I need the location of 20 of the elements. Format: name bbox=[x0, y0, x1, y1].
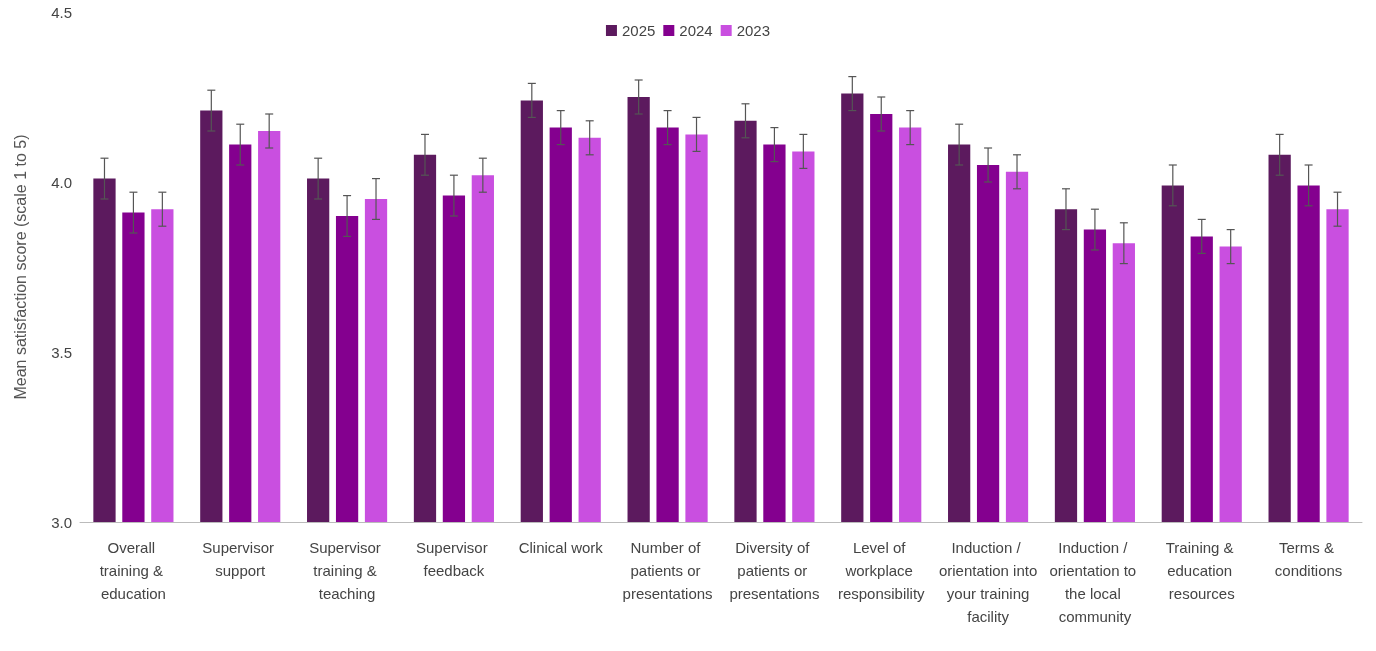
x-tick-label: Supervisor support bbox=[202, 539, 279, 579]
x-tick-label: Training & education resources bbox=[1165, 539, 1238, 602]
x-tick-label: Induction / orientation into your training facility bbox=[938, 539, 1038, 625]
legend-label: 2024 bbox=[679, 22, 713, 39]
legend-label: 2023 bbox=[736, 22, 771, 39]
y-tick-label: 4.0 bbox=[51, 173, 72, 191]
x-tick-label: Diversity of patients or presentations bbox=[729, 539, 820, 602]
x-tick-label: Induction / orientation to the local community bbox=[1049, 539, 1141, 625]
x-tick-label: Supervisor training & teaching bbox=[309, 539, 386, 602]
x-tick-label: Terms & conditions bbox=[1274, 539, 1343, 579]
y-tick-label: 3.5 bbox=[51, 343, 72, 361]
legend-label: 2025 bbox=[621, 22, 656, 39]
x-tick-label: Supervisor feedback bbox=[415, 539, 492, 579]
x-tick-label: Number of patients or presentations bbox=[622, 539, 713, 602]
y-tick-label: 3.0 bbox=[51, 513, 72, 531]
x-tick-label: Level of workplace responsibility bbox=[837, 539, 926, 602]
x-tick-label: Overall training & education bbox=[99, 539, 168, 602]
y-tick-label: 4.5 bbox=[51, 3, 72, 21]
y-axis-title: Mean satisfaction score (scale 1 to 5) bbox=[11, 134, 29, 400]
x-tick-label: Clinical work bbox=[518, 539, 604, 556]
